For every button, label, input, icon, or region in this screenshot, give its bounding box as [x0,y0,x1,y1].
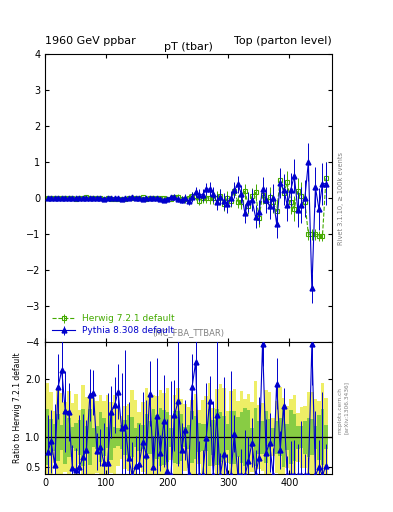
Title: pT (tbar): pT (tbar) [164,41,213,52]
Text: Rivet 3.1.10, ≥ 100k events: Rivet 3.1.10, ≥ 100k events [338,152,344,245]
Text: Top (parton level): Top (parton level) [234,36,332,46]
Text: mcplots.cern.ch
[arXiv:1306.3436]: mcplots.cern.ch [arXiv:1306.3436] [338,381,349,435]
Text: 1960 GeV ppbar: 1960 GeV ppbar [45,36,136,46]
Y-axis label: Ratio to Herwig 7.2.1 default: Ratio to Herwig 7.2.1 default [13,353,22,463]
Text: (MC_FBA_TTBAR): (MC_FBA_TTBAR) [152,328,225,336]
Legend: Herwig 7.2.1 default, Pythia 8.308 default: Herwig 7.2.1 default, Pythia 8.308 defau… [50,312,178,338]
